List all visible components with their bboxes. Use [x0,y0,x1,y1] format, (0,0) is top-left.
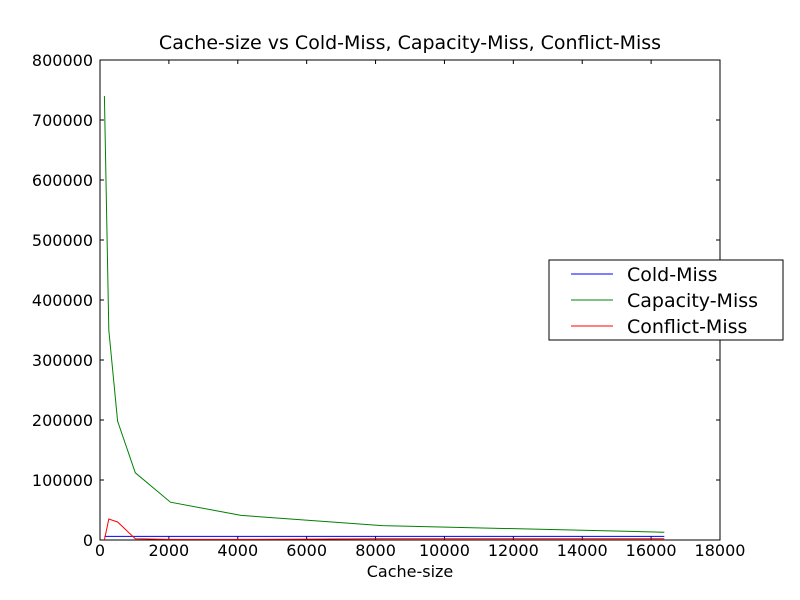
legend-label-cold-miss: Cold-Miss [627,264,718,286]
series-lines [103,95,665,541]
y-tick-label: 600000 [32,171,93,190]
y-tick-label: 300000 [32,351,93,370]
x-tick-label: 2000 [149,541,190,560]
y-tick-label: 400000 [32,291,93,310]
y-tick-label: 200000 [32,411,93,430]
x-tick-label: 18000 [695,541,746,560]
x-tick-label: 12000 [488,541,539,560]
x-tick-label: 8000 [355,541,396,560]
y-axis-ticks: 0 100000 200000 300000 400000 500000 600000 700… [32,51,720,550]
y-tick-label: 500000 [32,231,93,250]
y-tick-label: 100000 [32,471,93,490]
legend: Cold-Miss Capacity-Miss Conflict-Miss [548,259,784,341]
x-tick-label: 16000 [626,541,677,560]
y-tick-label: 0 [83,531,93,550]
x-tick-label: 6000 [286,541,327,560]
series-line-conflict-miss [103,518,665,541]
series-line-capacity-miss [103,95,665,533]
x-tick-label: 10000 [419,541,470,560]
legend-label-conflict-miss: Conflict-Miss [627,316,747,338]
y-tick-label: 700000 [32,111,93,130]
x-axis-ticks: 0 2000 4000 6000 8000 10000 12000 14000 16000 180… [95,60,746,560]
chart-title: Cache-size vs Cold-Miss, Capacity-Miss, … [159,32,661,54]
x-tick-label: 14000 [557,541,608,560]
x-tick-label: 0 [95,541,105,560]
legend-label-capacity-miss: Capacity-Miss [627,290,758,312]
x-tick-label: 4000 [217,541,258,560]
y-tick-label: 800000 [32,51,93,70]
x-axis-label: Cache-size [367,562,454,581]
